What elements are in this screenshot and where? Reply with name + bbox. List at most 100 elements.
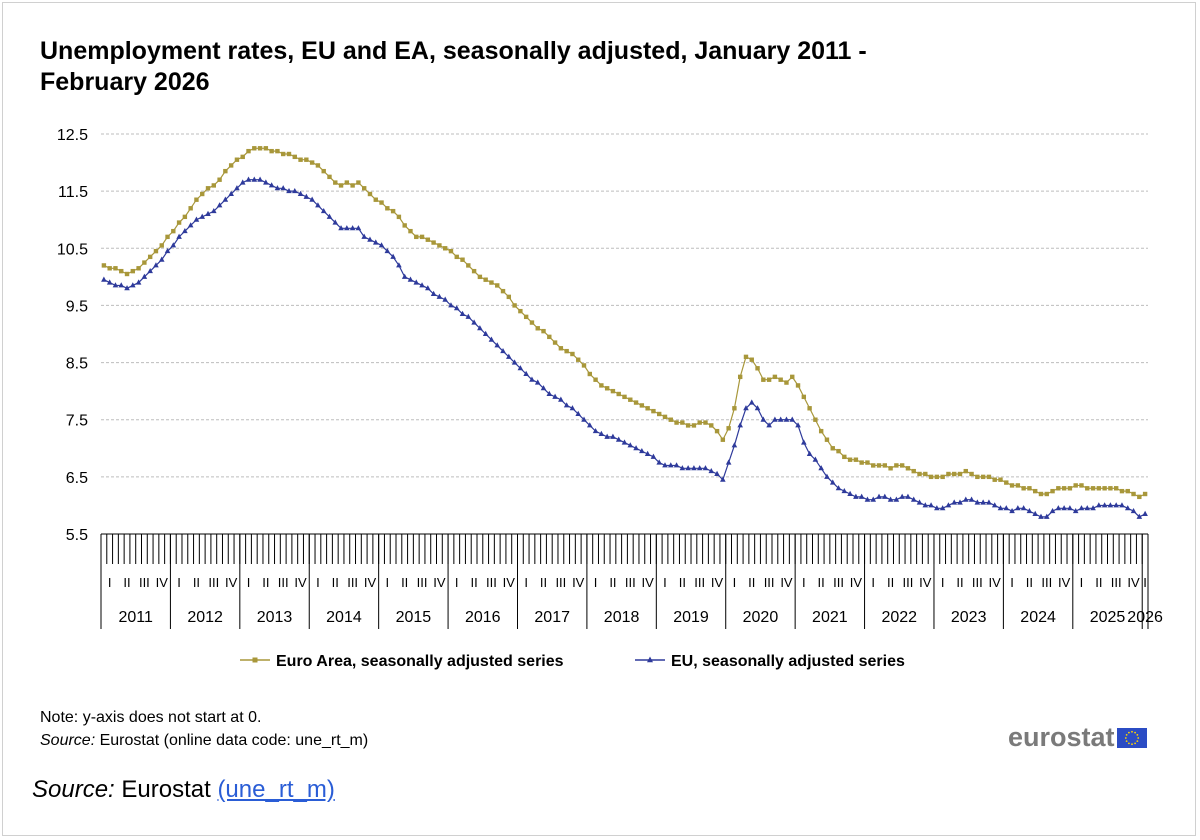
data-point-eu (442, 296, 448, 302)
data-point-euro-area (541, 328, 546, 334)
data-point-euro-area (761, 377, 766, 382)
source-link[interactable]: (une_rt_m) (217, 776, 335, 803)
y-tick-label: 9.5 (66, 298, 88, 315)
year-tick-label: 2011 (119, 609, 154, 626)
data-point-eu (679, 465, 686, 471)
data-point-eu (529, 376, 535, 382)
quarter-tick-label: I (871, 575, 875, 590)
data-point-euro-area (923, 471, 928, 477)
data-point-euro-area (610, 388, 616, 394)
data-point-euro-area (576, 357, 581, 362)
data-point-euro-area (558, 346, 564, 351)
data-point-euro-area (1085, 486, 1090, 491)
data-point-eu (239, 179, 246, 185)
data-point-euro-area (657, 411, 662, 417)
data-point-eu (951, 499, 958, 505)
note-source-text: Eurostat (online data code: une_rt_m) (95, 732, 369, 749)
flag-star (1130, 730, 1133, 733)
data-point-euro-area (685, 423, 691, 428)
data-point-euro-area (1125, 488, 1130, 494)
data-point-euro-area (200, 191, 205, 197)
data-point-euro-area (124, 271, 130, 277)
data-point-euro-area (633, 400, 639, 405)
data-point-euro-area (975, 474, 980, 480)
data-point-euro-area (1038, 491, 1044, 497)
note-line: Note: y-axis does not start at 0. (40, 709, 262, 726)
data-point-eu (500, 347, 506, 354)
data-point-eu (581, 416, 587, 422)
data-point-euro-area (171, 228, 176, 234)
data-point-euro-area (269, 148, 274, 154)
data-point-euro-area (813, 417, 818, 422)
quarter-tick-label: III (486, 575, 497, 590)
data-point-eu (1078, 505, 1085, 511)
data-point-eu (737, 422, 743, 428)
data-point-euro-area (888, 466, 893, 471)
data-point-euro-area (755, 366, 760, 371)
quarter-tick-label: II (818, 575, 825, 590)
year-tick-label: 2018 (604, 609, 640, 626)
data-point-eu (841, 487, 848, 494)
data-point-euro-area (240, 154, 245, 160)
data-point-euro-area (1142, 491, 1148, 497)
data-point-euro-area (304, 157, 309, 162)
data-point-eu (1038, 513, 1044, 519)
data-point-euro-area (1027, 486, 1032, 491)
data-point-euro-area (714, 428, 720, 434)
data-point-eu (905, 493, 911, 499)
data-point-euro-area (454, 254, 459, 260)
quarter-tick-label: IV (711, 575, 724, 590)
footer-source-label: Source: (32, 776, 115, 803)
data-point-euro-area (379, 200, 384, 205)
data-point-euro-area (373, 197, 378, 202)
data-point-eu (563, 402, 570, 408)
data-point-eu (818, 465, 824, 471)
data-point-eu (349, 225, 356, 231)
data-point-eu (396, 262, 402, 268)
quarter-tick-label: I (1080, 575, 1084, 590)
y-tick-label: 5.5 (66, 527, 88, 544)
data-point-eu (453, 305, 460, 311)
data-point-euro-area (361, 186, 367, 191)
data-point-eu (731, 442, 738, 448)
data-point-eu (355, 225, 362, 231)
year-tick-label: 2015 (396, 609, 432, 626)
year-tick-label: 2021 (812, 609, 848, 626)
data-point-euro-area (992, 477, 997, 482)
quarter-tick-label: IV (919, 575, 932, 590)
flag-star (1136, 733, 1138, 736)
data-point-euro-area (425, 237, 431, 242)
legend-marker-triangle (647, 656, 653, 663)
data-point-euro-area (952, 471, 957, 477)
year-tick-label: 2013 (257, 609, 293, 626)
quarter-tick-label: I (316, 575, 320, 590)
data-point-eu (419, 282, 425, 288)
data-point-eu (384, 247, 391, 254)
data-point-eu (685, 465, 691, 471)
data-point-eu (957, 499, 963, 505)
data-point-euro-area (720, 437, 726, 442)
data-point-eu (720, 476, 726, 482)
data-point-euro-area (159, 243, 164, 248)
data-point-eu (795, 422, 801, 428)
data-point-eu (569, 405, 576, 411)
data-point-eu (610, 433, 616, 439)
data-point-eu (141, 273, 148, 279)
data-point-euro-area (911, 468, 916, 474)
quarter-tick-label: I (1143, 575, 1147, 590)
quarter-tick-label: IV (294, 575, 307, 590)
data-point-eu (633, 445, 639, 451)
data-point-euro-area (500, 288, 506, 294)
data-point-eu (436, 293, 443, 299)
data-point-euro-area (442, 246, 448, 251)
data-point-eu (263, 179, 269, 185)
data-point-eu (182, 227, 188, 234)
data-point-euro-area (876, 463, 882, 468)
data-point-euro-area (1131, 491, 1136, 497)
data-point-eu (228, 190, 234, 196)
data-point-euro-area (338, 183, 344, 188)
data-point-eu (170, 242, 177, 248)
quarter-tick-label: IV (364, 575, 377, 590)
quarter-tick-label: II (193, 575, 200, 590)
